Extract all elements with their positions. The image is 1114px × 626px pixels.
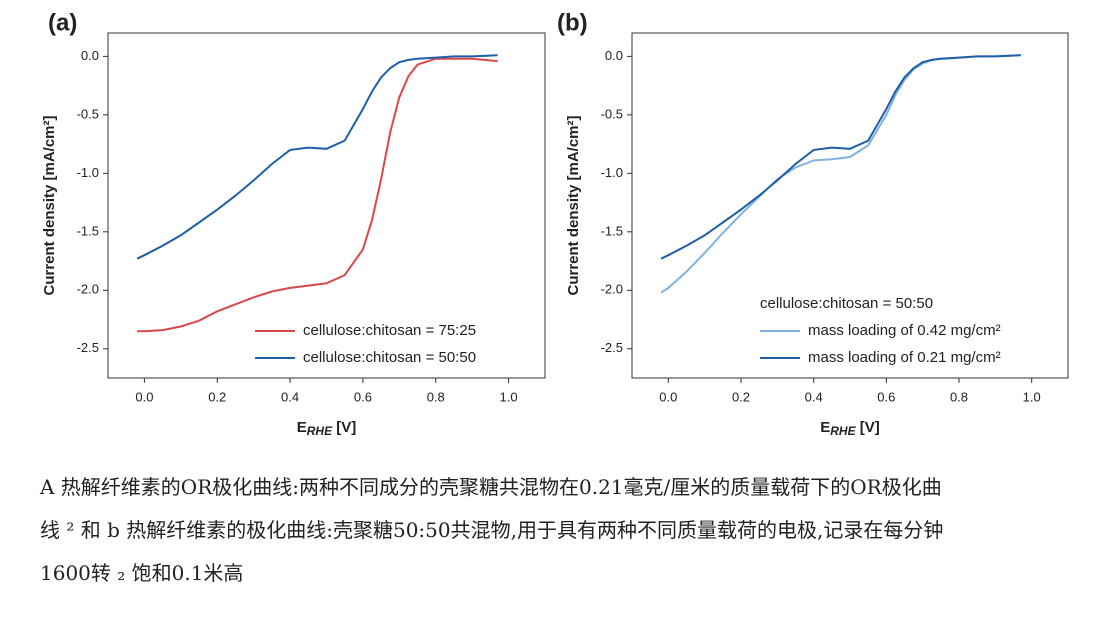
y-tick-label: -2.5 (77, 340, 99, 355)
y-tick-label: -2.0 (77, 282, 99, 297)
x-tick-label: 0.6 (354, 389, 372, 404)
plot-frame (631, 32, 1069, 379)
x-label-sub: RHE (307, 424, 333, 438)
series-line (660, 54, 1021, 260)
legend-label: cellulose:chitosan = 50:50 (303, 349, 476, 366)
x-label-main: E (297, 419, 307, 436)
x-tick-label: 0.8 (950, 389, 968, 404)
x-label-unit: [V] (856, 419, 880, 436)
x-tick-label: 0.4 (805, 389, 823, 404)
y-tick-label: -1.5 (77, 223, 99, 238)
panel-label: (a) (48, 9, 77, 36)
series-line (660, 54, 1021, 294)
y-tick-label: 0.0 (605, 48, 623, 63)
y-tick-label: 0.0 (81, 48, 99, 63)
y-tick-label: -2.5 (601, 340, 623, 355)
caption-line: 1600转 ₂ 饱和0.1米高 (40, 561, 244, 585)
caption-line: 线 ² 和 b 热解纤维素的极化曲线:壳聚糖50:50共混物,用于具有两种不同质… (40, 518, 944, 542)
x-label-unit: [V] (332, 419, 356, 436)
x-tick-label: 0.0 (659, 389, 677, 404)
legend-label: cellulose:chitosan = 75:25 (303, 322, 476, 339)
x-label-sub: RHE (830, 424, 856, 438)
series-line (137, 57, 498, 333)
x-tick-label: 0.4 (281, 389, 299, 404)
legend-label: mass loading of 0.21 mg/cm² (808, 349, 1001, 366)
legend-title: cellulose:chitosan = 50:50 (760, 295, 933, 312)
x-tick-label: 0.0 (135, 389, 153, 404)
y-axis-label: Current density [mA/cm²] (565, 115, 582, 295)
x-axis-label: ERHE [V] (820, 419, 880, 438)
x-label-main: E (820, 419, 830, 436)
y-tick-label: -1.5 (601, 223, 623, 238)
y-tick-label: -2.0 (601, 282, 623, 297)
panel-label: (b) (557, 9, 588, 36)
y-tick-label: -1.0 (601, 165, 623, 180)
x-tick-label: 1.0 (500, 389, 518, 404)
x-tick-label: 0.2 (732, 389, 750, 404)
x-tick-label: 1.0 (1023, 389, 1041, 404)
y-tick-label: -0.5 (77, 106, 99, 121)
plot-frame (107, 32, 546, 379)
y-tick-label: -0.5 (601, 106, 623, 121)
series-line (136, 54, 498, 260)
caption-line: A 热解纤维素的OR极化曲线:两种不同成分的壳聚糖共混物在0.21毫克/厘米的质… (40, 475, 942, 499)
y-axis-label: Current density [mA/cm²] (41, 115, 58, 295)
x-tick-label: 0.2 (208, 389, 226, 404)
x-tick-label: 0.8 (427, 389, 445, 404)
figure: (a) 0.0 0.2 0.4 0.6 0.8 1.0 0.0 -0.5 -1.0 -1.5 -2.0… (41, 9, 1069, 438)
x-tick-label: 0.6 (877, 389, 895, 404)
x-axis-label: ERHE [V] (297, 419, 357, 438)
legend-label: mass loading of 0.42 mg/cm² (808, 322, 1001, 339)
y-tick-label: -1.0 (77, 165, 99, 180)
caption: A 热解纤维素的OR极化曲线:两种不同成分的壳聚糖共混物在0.21毫克/厘米的质… (40, 466, 1100, 595)
